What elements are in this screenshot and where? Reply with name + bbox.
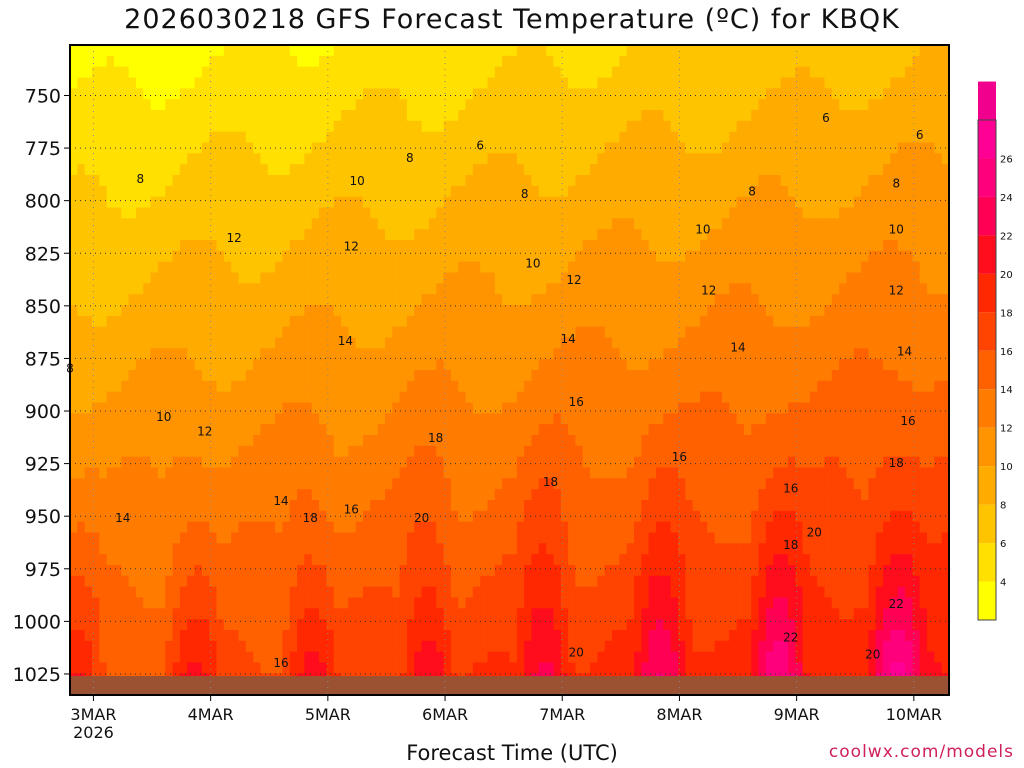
contour-label: 20 — [865, 648, 880, 662]
y-tick-label: 775 — [25, 138, 61, 160]
contour-label: 16 — [569, 395, 584, 409]
colorbar-segment — [978, 427, 996, 467]
colorbar-segment — [978, 312, 996, 351]
temperature-field — [70, 45, 950, 696]
contour-label: 14 — [338, 334, 353, 348]
y-tick-label: 1025 — [13, 664, 61, 686]
contour-label: 12 — [226, 231, 241, 245]
colorbar-segment — [978, 196, 996, 236]
contour-label: 12 — [889, 284, 904, 298]
colorbar-segment — [978, 389, 996, 428]
contour-label: 10 — [525, 256, 540, 270]
contour-label: 16 — [900, 414, 915, 428]
x-tick-label: 6MAR — [422, 705, 468, 724]
colorbar-label: 18 — [1000, 308, 1013, 319]
colorbar-label: 4 — [1000, 578, 1006, 589]
colorbar-label: 12 — [1000, 424, 1013, 435]
y-tick-label: 825 — [25, 243, 61, 265]
contour-label: 12 — [197, 425, 212, 439]
contour-label: 6 — [476, 138, 484, 152]
colorbar-label: 10 — [1000, 462, 1013, 473]
chart-title: 2026030218 GFS Forecast Temperature (ºC)… — [124, 4, 900, 35]
y-tick-label: 1000 — [13, 611, 61, 633]
contour-label: 18 — [303, 511, 318, 525]
y-tick-label: 975 — [25, 559, 61, 581]
contour-label: 18 — [428, 431, 443, 445]
x-tick-label: 9MAR — [774, 705, 820, 724]
y-tick-label: 900 — [25, 401, 61, 423]
contour-label: 8 — [406, 151, 414, 165]
contour-label: 16 — [783, 481, 798, 495]
contour-label: 8 — [748, 185, 756, 199]
colorbar-segment — [978, 581, 996, 620]
x-tick-label: 4MAR — [188, 705, 234, 724]
contour-label: 10 — [889, 223, 904, 237]
colorbar-segment — [978, 273, 996, 313]
contour-label: 14 — [560, 332, 575, 346]
colorbar-segment — [978, 120, 996, 159]
contour-label: 10 — [695, 223, 710, 237]
contour-label: 12 — [566, 273, 581, 287]
contour-label: 16 — [344, 502, 359, 516]
contour-label: 14 — [115, 511, 130, 525]
colorbar-label: 20 — [1000, 270, 1013, 281]
x-tick-label: 5MAR — [305, 705, 351, 724]
contour-label: 20 — [807, 526, 822, 540]
contour-label: 12 — [344, 239, 359, 253]
site-credit-link[interactable]: coolwx.com/models — [828, 742, 1014, 762]
underground-band — [70, 676, 949, 695]
contour-label: 14 — [273, 494, 288, 508]
y-tick-label: 850 — [25, 296, 61, 318]
colorbar-label: 14 — [1000, 385, 1013, 396]
plot-frame — [69, 44, 950, 696]
colorbar-segment — [978, 504, 996, 544]
colorbar-label: 24 — [1000, 193, 1013, 204]
contour-label: 14 — [730, 340, 745, 354]
x-tick-label: 7MAR — [539, 705, 585, 724]
contour-label: 8 — [892, 176, 900, 190]
y-tick-label: 750 — [25, 85, 61, 107]
colorbar-segment — [978, 350, 996, 390]
colorbar-segment — [978, 466, 996, 505]
contour-label: 8 — [521, 187, 529, 201]
y-tick-label: 875 — [25, 348, 61, 370]
contour-label: 16 — [273, 656, 288, 670]
colorbar-frame — [977, 119, 997, 621]
contour-label: 18 — [543, 475, 558, 489]
colorbar-label: 22 — [1000, 231, 1013, 242]
contour-label: 22 — [783, 631, 798, 645]
colorbar-label: 16 — [1000, 347, 1013, 358]
contour-label: 6 — [916, 128, 924, 142]
colorbar-label: 6 — [1000, 539, 1006, 550]
colorbar-segment — [978, 81, 996, 120]
contour-label: 18 — [889, 456, 904, 470]
x-tick-label: 8MAR — [656, 705, 702, 724]
colorbar-segment — [978, 158, 996, 197]
colorbar-segment — [978, 543, 996, 582]
colorbar-label: 8 — [1000, 501, 1006, 512]
y-tick-label: 950 — [25, 506, 61, 528]
contour-label: 10 — [349, 174, 364, 188]
contour-label: 10 — [156, 410, 171, 424]
contour-label: 16 — [672, 450, 687, 464]
contour-label: 18 — [783, 538, 798, 552]
y-tick-label: 925 — [25, 454, 61, 476]
colorbar-segment — [978, 235, 996, 274]
x-tick-label: 10MAR — [886, 705, 942, 724]
contour-label: 12 — [701, 284, 716, 298]
contour-label: 20 — [569, 645, 584, 659]
contour-label: 14 — [897, 345, 912, 359]
y-tick-label: 800 — [25, 191, 61, 213]
contour-label: 20 — [414, 511, 429, 525]
x-year-label: 2026 — [73, 723, 114, 742]
contour-label: 8 — [136, 172, 144, 186]
contour-label: 22 — [889, 597, 904, 611]
colorbar-label: 26 — [1000, 154, 1013, 165]
contour-label: 6 — [822, 111, 830, 125]
x-tick-label: 3MAR — [70, 705, 116, 724]
x-axis-label: Forecast Time (UTC) — [406, 741, 618, 765]
